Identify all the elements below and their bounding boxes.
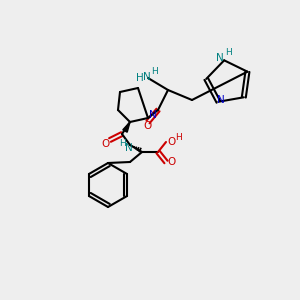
Text: H: H [152, 68, 158, 76]
Text: H: H [175, 134, 182, 142]
Text: H: H [118, 139, 125, 148]
Text: N: N [149, 110, 157, 120]
Text: O: O [168, 137, 176, 147]
Polygon shape [123, 122, 130, 132]
Text: N: N [143, 72, 151, 82]
Text: O: O [168, 157, 176, 167]
Text: O: O [102, 139, 110, 149]
Text: N: N [218, 95, 225, 105]
Text: N: N [216, 53, 224, 63]
Text: O: O [144, 121, 152, 131]
Text: H: H [225, 48, 232, 57]
Text: N: N [125, 143, 133, 153]
Text: H: H [136, 73, 144, 83]
